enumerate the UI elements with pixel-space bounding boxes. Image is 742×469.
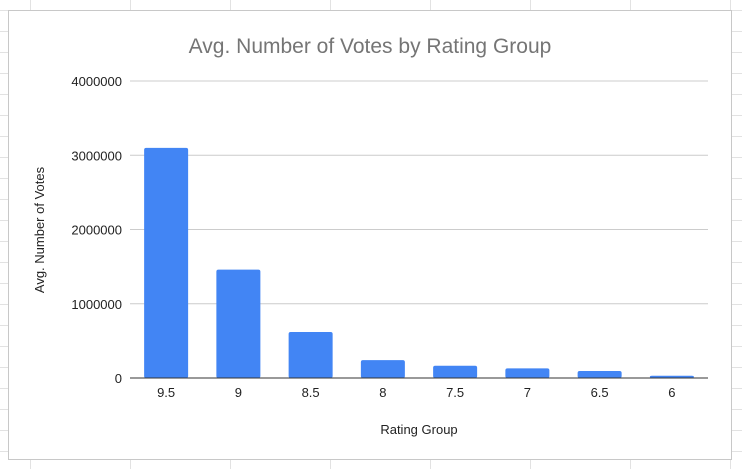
bar[interactable] [144,147,189,378]
x-tick-label: 8 [379,385,386,400]
x-tick-label: 6.5 [591,385,609,400]
y-axis-label: Avg. Number of Votes [32,166,47,293]
bar[interactable] [216,269,261,378]
x-tick-label: 6 [668,385,675,400]
bar[interactable] [360,360,405,378]
y-tick-label: 0 [115,371,122,386]
x-axis-label: Rating Group [380,422,457,437]
bar[interactable] [505,368,550,378]
gridlines [130,80,708,305]
x-tick-label: 8.5 [302,385,320,400]
x-tick-label: 9 [235,385,242,400]
x-axis-tick-labels: 9.5 9 8.5 8 7.5 7 6.5 6 [157,385,675,400]
y-tick-label: 2000000 [71,223,122,238]
bar[interactable] [433,365,478,378]
y-tick-label: 4000000 [71,74,122,89]
y-axis-tick-labels: 0 1000000 2000000 3000000 4000000 [71,74,122,386]
bar[interactable] [288,331,333,378]
bar[interactable] [577,370,622,378]
x-tick-label: 7.5 [446,385,464,400]
bars [144,147,694,378]
x-tick-label: 9.5 [157,385,175,400]
x-tick-label: 7 [524,385,531,400]
chart-container[interactable] [8,10,732,460]
bar[interactable] [649,375,694,378]
y-tick-label: 1000000 [71,297,122,312]
chart-title: Avg. Number of Votes by Rating Group [189,35,552,58]
y-tick-label: 3000000 [71,148,122,163]
